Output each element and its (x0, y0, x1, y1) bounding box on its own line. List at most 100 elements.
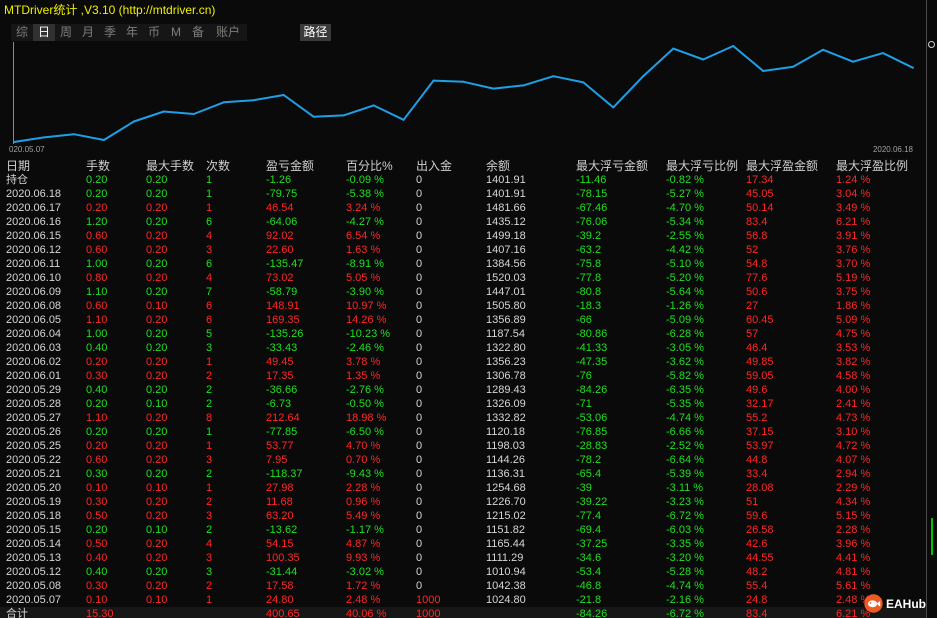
cell-date: 2020.06.03 (6, 342, 62, 354)
cell-trades: 6 (206, 314, 213, 326)
cell-trades: 1 (206, 594, 213, 606)
table-row: 2020.05.07 0.10 0.10 1 24.80 2.48 % 1000 1024.8… (0, 593, 926, 607)
cell-profit: -1.26 (266, 174, 292, 186)
cell-deposit: 0 (416, 426, 423, 438)
cell-max-floating-profit-pct: 6.21 % (836, 608, 871, 618)
cell-max-lots: 0.20 (146, 342, 168, 354)
cell-balance: 1322.80 (486, 342, 526, 354)
cell-max-floating-profit-pct: 6.21 % (836, 216, 871, 228)
cell-profit: -135.26 (266, 328, 304, 340)
cell-max-lots: 0.20 (146, 468, 168, 480)
cell-max-lots: 0.10 (146, 300, 168, 312)
cell-percent: -1.17 % (346, 524, 384, 536)
cell-max-floating-loss-pct: -3.62 % (666, 356, 704, 368)
total-row: 合计 15.30 400.65 40.06 % 1000 -84.26 -6.72 % 83.… (0, 607, 926, 618)
cell-deposit: 0 (416, 538, 423, 550)
tab-week[interactable]: 周 (59, 25, 72, 39)
table-row: 2020.06.03 0.40 0.20 3 -33.43 -2.46 % 0 1322.80… (0, 341, 926, 355)
tab-m[interactable]: M (171, 25, 181, 39)
cell-date: 2020.05.12 (6, 566, 62, 578)
cell-lots: 0.20 (86, 398, 108, 410)
cell-trades: 2 (206, 524, 213, 536)
cell-max-floating-profit-pct: 3.96 % (836, 538, 871, 550)
table-row: 2020.06.10 0.80 0.20 4 73.02 5.05 % 0 1520.03 -7… (0, 271, 926, 285)
cell-lots: 1.10 (86, 412, 108, 424)
cell-max-floating-profit-pct: 4.41 % (836, 552, 871, 564)
cell-max-floating-loss: -11.46 (576, 174, 607, 186)
table-row: 2020.05.15 0.20 0.10 2 -13.62 -1.17 % 0 1151.82… (0, 523, 926, 537)
header-percent: 百分比% (346, 159, 393, 173)
cell-max-floating-profit: 59.6 (746, 510, 768, 522)
balance-point (792, 65, 795, 68)
table-row: 2020.05.27 1.10 0.20 8 212.64 18.98 % 0 1332.82… (0, 411, 926, 425)
cell-balance: 1010.94 (486, 566, 526, 578)
balance-point (702, 58, 705, 61)
cell-lots: 0.80 (86, 272, 108, 284)
cell-balance: 1499.18 (486, 230, 526, 242)
cell-profit: 400.65 (266, 608, 300, 618)
tab-month[interactable]: 月 (81, 25, 94, 39)
cell-max-floating-profit-pct: 3.04 % (836, 188, 871, 200)
cell-trades: 4 (206, 272, 213, 284)
cell-max-floating-profit-pct: 3.10 % (836, 426, 871, 438)
cell-max-lots: 0.20 (146, 272, 168, 284)
x-tick-label-end: 2020.06.18 (873, 145, 914, 154)
cell-deposit: 0 (416, 566, 423, 578)
cell-profit: 49.45 (266, 356, 294, 368)
cell-max-floating-loss-pct: -4.74 % (666, 580, 704, 592)
cell-balance: 1306.78 (486, 370, 526, 382)
cell-max-floating-profit-pct: 3.53 % (836, 342, 871, 354)
chart-object-circle-icon (928, 41, 935, 48)
table-row: 2020.06.16 1.20 0.20 6 -64.06 -4.27 % 0 1435.12… (0, 215, 926, 229)
cell-max-floating-profit: 44.8 (746, 454, 768, 466)
cell-max-floating-profit-pct: 3.70 % (836, 258, 871, 270)
cell-percent: 6.54 % (346, 230, 381, 242)
balance-point (13, 141, 15, 143)
table-row: 2020.05.28 0.20 0.10 2 -6.73 -0.50 % 0 1326.09 -… (0, 397, 926, 411)
cell-balance: 1144.26 (486, 454, 525, 466)
balance-point (732, 45, 735, 47)
table-row: 2020.05.20 0.10 0.10 1 27.98 2.28 % 0 1254.68 -3… (0, 481, 926, 495)
cell-deposit: 0 (416, 328, 423, 340)
cell-trades: 4 (206, 230, 213, 242)
cell-lots: 0.20 (86, 524, 108, 536)
eahub-watermark-text: EAHub (886, 597, 926, 611)
cell-balance: 1187.54 (486, 328, 525, 340)
tab-day[interactable]: 日 (33, 24, 55, 41)
cell-profit: 63.20 (266, 510, 294, 522)
cell-deposit: 0 (416, 580, 423, 592)
cell-max-floating-loss-pct: -5.82 % (666, 370, 704, 382)
cell-percent: -5.38 % (346, 188, 384, 200)
tab-quarter[interactable]: 季 (103, 25, 116, 39)
cell-lots: 0.30 (86, 468, 108, 480)
cell-percent: 3.78 % (346, 356, 381, 368)
tab-summary[interactable]: 综 (15, 25, 28, 39)
cell-max-floating-loss-pct: -2.16 % (666, 594, 704, 606)
tab-currency[interactable]: 币 (147, 25, 160, 39)
table-row: 2020.05.18 0.50 0.20 3 63.20 5.49 % 0 1215.02 -7… (0, 509, 926, 523)
cell-max-floating-loss: -39 (576, 482, 592, 494)
cell-balance: 1024.80 (486, 594, 526, 606)
cell-trades: 6 (206, 258, 213, 270)
cell-percent: -8.91 % (346, 258, 384, 270)
tab-year[interactable]: 年 (125, 25, 138, 39)
cell-max-lots: 0.10 (146, 594, 168, 606)
path-button[interactable]: 路径 (300, 24, 331, 41)
cell-lots: 1.20 (86, 216, 108, 228)
cell-lots: 0.20 (86, 356, 108, 368)
cell-trades: 3 (206, 244, 213, 256)
tab-account[interactable]: 账户 (215, 25, 240, 39)
cell-trades: 6 (206, 216, 213, 228)
tab-note[interactable]: 备 (191, 25, 204, 39)
cell-max-floating-loss-pct: -3.11 % (666, 482, 704, 494)
cell-profit: 100.35 (266, 552, 300, 564)
cell-deposit: 0 (416, 300, 423, 312)
cell-date: 2020.05.21 (6, 468, 62, 480)
header-trades: 次数 (206, 159, 231, 173)
balance-point (492, 87, 495, 90)
cell-max-floating-loss: -80.86 (576, 328, 608, 340)
cell-date: 2020.06.08 (6, 300, 62, 312)
cell-date: 2020.06.05 (6, 314, 62, 326)
balance-point (132, 120, 135, 123)
cell-trades: 4 (206, 538, 213, 550)
